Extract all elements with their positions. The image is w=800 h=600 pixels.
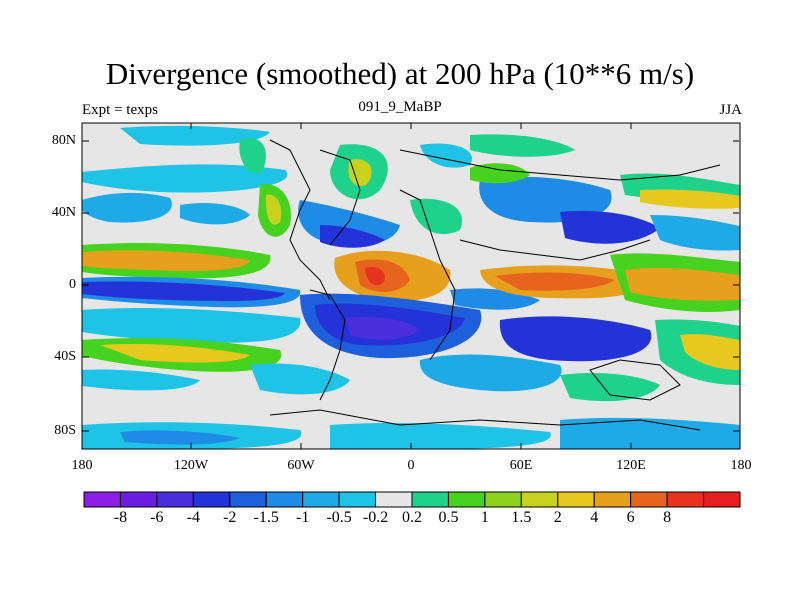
- colorbar-label: -1: [295, 509, 310, 526]
- field-patch: [650, 215, 740, 251]
- colorbar-label: -8: [113, 509, 128, 526]
- field-patch: [82, 164, 288, 193]
- coastline-africa: [399, 189, 456, 361]
- field-patch: [499, 316, 652, 362]
- field-patch: [365, 266, 385, 286]
- colorbar-swatch: [593, 491, 632, 508]
- case-label: 091_9_MaBP: [358, 99, 442, 115]
- colorbar: [83, 491, 741, 508]
- x-tick-label: 120E: [616, 458, 646, 473]
- field-patch: [640, 189, 740, 209]
- field-patch: [120, 125, 270, 146]
- field-patch: [560, 417, 740, 449]
- colorbar-swatch: [447, 491, 486, 508]
- colorbar-label: 0.5: [438, 509, 459, 526]
- field-patch: [419, 354, 562, 392]
- colorbar-swatch: [520, 491, 559, 508]
- field-patch: [250, 363, 350, 395]
- field-patch: [265, 194, 282, 225]
- field-patch: [180, 203, 250, 225]
- coastline-australia: [589, 359, 681, 401]
- x-tick-label: 0: [407, 458, 415, 473]
- field-patch: [625, 267, 740, 301]
- field-patch: [120, 430, 240, 445]
- colorbar-swatch: [302, 491, 340, 508]
- colorbar-swatch: [557, 491, 595, 508]
- y-tick-label: 80S: [54, 423, 76, 438]
- colorbar-label: 6: [626, 509, 635, 526]
- y-tick-label: 40N: [51, 205, 76, 220]
- colorbar-label: -1.5: [253, 509, 279, 526]
- field-patch: [100, 344, 250, 363]
- field-patch: [320, 225, 385, 248]
- field-patch: [560, 373, 660, 402]
- colorbar-label: 0.2: [402, 509, 422, 526]
- field-patch: [330, 422, 551, 449]
- colorbar-label: 4: [590, 509, 599, 526]
- y-tick-label: 80N: [51, 133, 76, 148]
- x-tick-label: 60W: [287, 458, 315, 473]
- colorbar-swatch: [83, 491, 121, 508]
- y-tick-label: 0: [69, 277, 76, 292]
- field-patch: [82, 192, 172, 223]
- colorbar-label: -6: [150, 509, 164, 526]
- colorbar-label: 1.5: [511, 509, 532, 526]
- colorbar-swatch: [156, 491, 194, 508]
- coastline-asia-south: [459, 239, 651, 261]
- field-patch: [470, 163, 530, 184]
- field-patch: [560, 210, 660, 244]
- x-tick-label: 180: [71, 458, 93, 473]
- colorbar-swatch: [484, 491, 522, 508]
- colorbar-swatch: [338, 491, 377, 508]
- field-patch: [680, 334, 740, 370]
- coastline-north-america: [319, 149, 361, 246]
- colorbar-label: -2: [223, 509, 237, 526]
- x-tick-label: 60E: [509, 458, 533, 473]
- colorbar-swatch: [119, 491, 158, 508]
- field-patch: [82, 307, 301, 343]
- field-patch: [82, 250, 250, 271]
- season-label: JJA: [719, 102, 742, 118]
- field-patch: [82, 369, 200, 391]
- colorbar-label: -0.2: [362, 509, 389, 526]
- x-tick-label: 120W: [173, 458, 209, 473]
- coastline-americas-west: [269, 139, 331, 301]
- coastline-eurasia-north: [399, 149, 721, 181]
- colorbar-swatch: [375, 491, 413, 508]
- colorbar-label: 8: [663, 509, 672, 526]
- coastlines: [269, 139, 721, 431]
- divergence-field: [82, 123, 740, 449]
- axis-ticks: [82, 123, 739, 449]
- map-title: Divergence (smoothed) at 200 hPa (10**6 …: [105, 56, 695, 91]
- field-patch: [348, 159, 372, 186]
- experiment-label: Expt = texps: [82, 102, 158, 118]
- colorbar-swatch: [192, 491, 231, 508]
- colorbar-swatch: [666, 491, 705, 508]
- colorbar-label: 1: [480, 509, 489, 526]
- colorbar-swatch: [411, 491, 449, 508]
- colorbar-swatch: [265, 491, 304, 508]
- x-tick-label: 180: [730, 458, 752, 473]
- y-tick-label: 40S: [54, 349, 76, 364]
- field-patch: [495, 272, 615, 291]
- field-patch: [470, 134, 575, 157]
- colorbar-swatch: [630, 491, 668, 508]
- coastline-antarctica: [269, 409, 701, 431]
- coastline-south-america: [309, 289, 346, 401]
- colorbar-swatch: [703, 491, 741, 508]
- colorbar-label: -4: [186, 509, 200, 526]
- colorbar-swatch: [229, 491, 267, 508]
- field-patch: [345, 316, 420, 340]
- field-patch: [239, 138, 266, 174]
- colorbar-label: 2: [553, 509, 562, 526]
- field-patch: [82, 281, 285, 302]
- colorbar-label: -0.5: [326, 509, 352, 526]
